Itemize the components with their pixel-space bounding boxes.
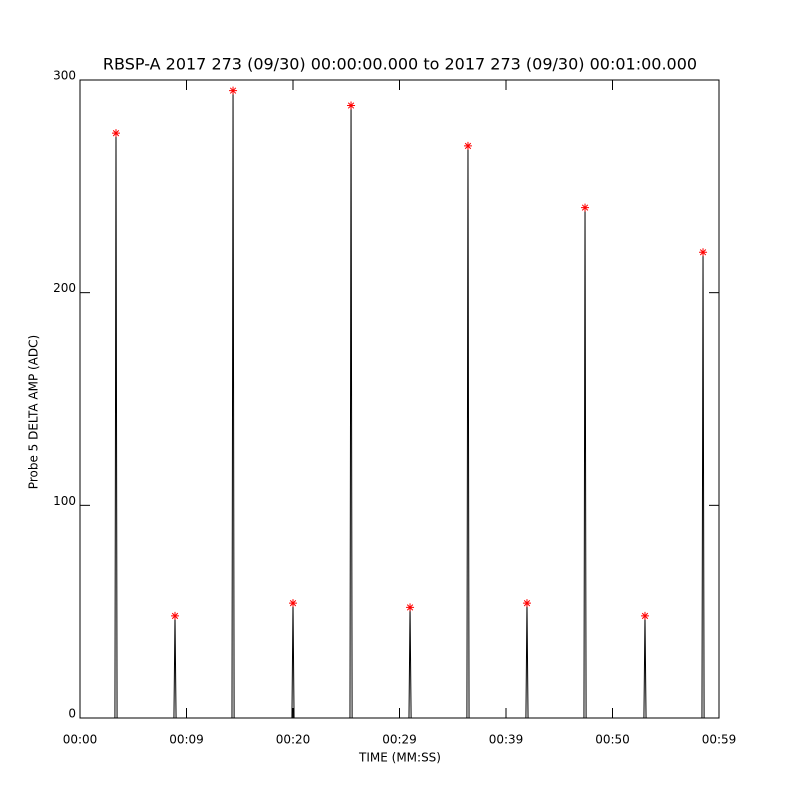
y-axis-label: Probe 5 DELTA AMP (ADC) <box>27 335 41 489</box>
x-tick-label: 00:50 <box>595 733 630 747</box>
peak-marker <box>640 611 649 620</box>
y-tick-label: 0 <box>68 707 76 721</box>
peak-marker <box>463 141 472 150</box>
y-tick-label: 300 <box>53 69 76 83</box>
peak-marker <box>289 599 297 608</box>
peak-marker <box>111 129 120 138</box>
chart-title: RBSP-A 2017 273 (09/30) 00:00:00.000 to … <box>103 55 697 74</box>
y-tick-label: 100 <box>53 494 76 508</box>
y-tick-label: 200 <box>53 281 76 295</box>
x-tick-label: 00:20 <box>276 733 311 747</box>
x-tick-label: 00:59 <box>702 733 737 747</box>
data-line <box>80 90 705 719</box>
peak-marker <box>347 101 356 110</box>
x-tick-label: 00:00 <box>63 733 98 747</box>
peak-marker <box>229 86 238 95</box>
peak-marker <box>170 611 179 620</box>
x-tick-label: 00:09 <box>169 733 204 747</box>
x-tick-label: 00:29 <box>382 733 417 747</box>
peak-marker <box>699 248 708 257</box>
peak-marker <box>522 599 531 608</box>
peak-marker <box>406 603 415 612</box>
x-axis-label: TIME (MM:SS) <box>358 751 441 765</box>
peak-marker <box>581 203 590 212</box>
x-tick-label: 00:39 <box>489 733 524 747</box>
